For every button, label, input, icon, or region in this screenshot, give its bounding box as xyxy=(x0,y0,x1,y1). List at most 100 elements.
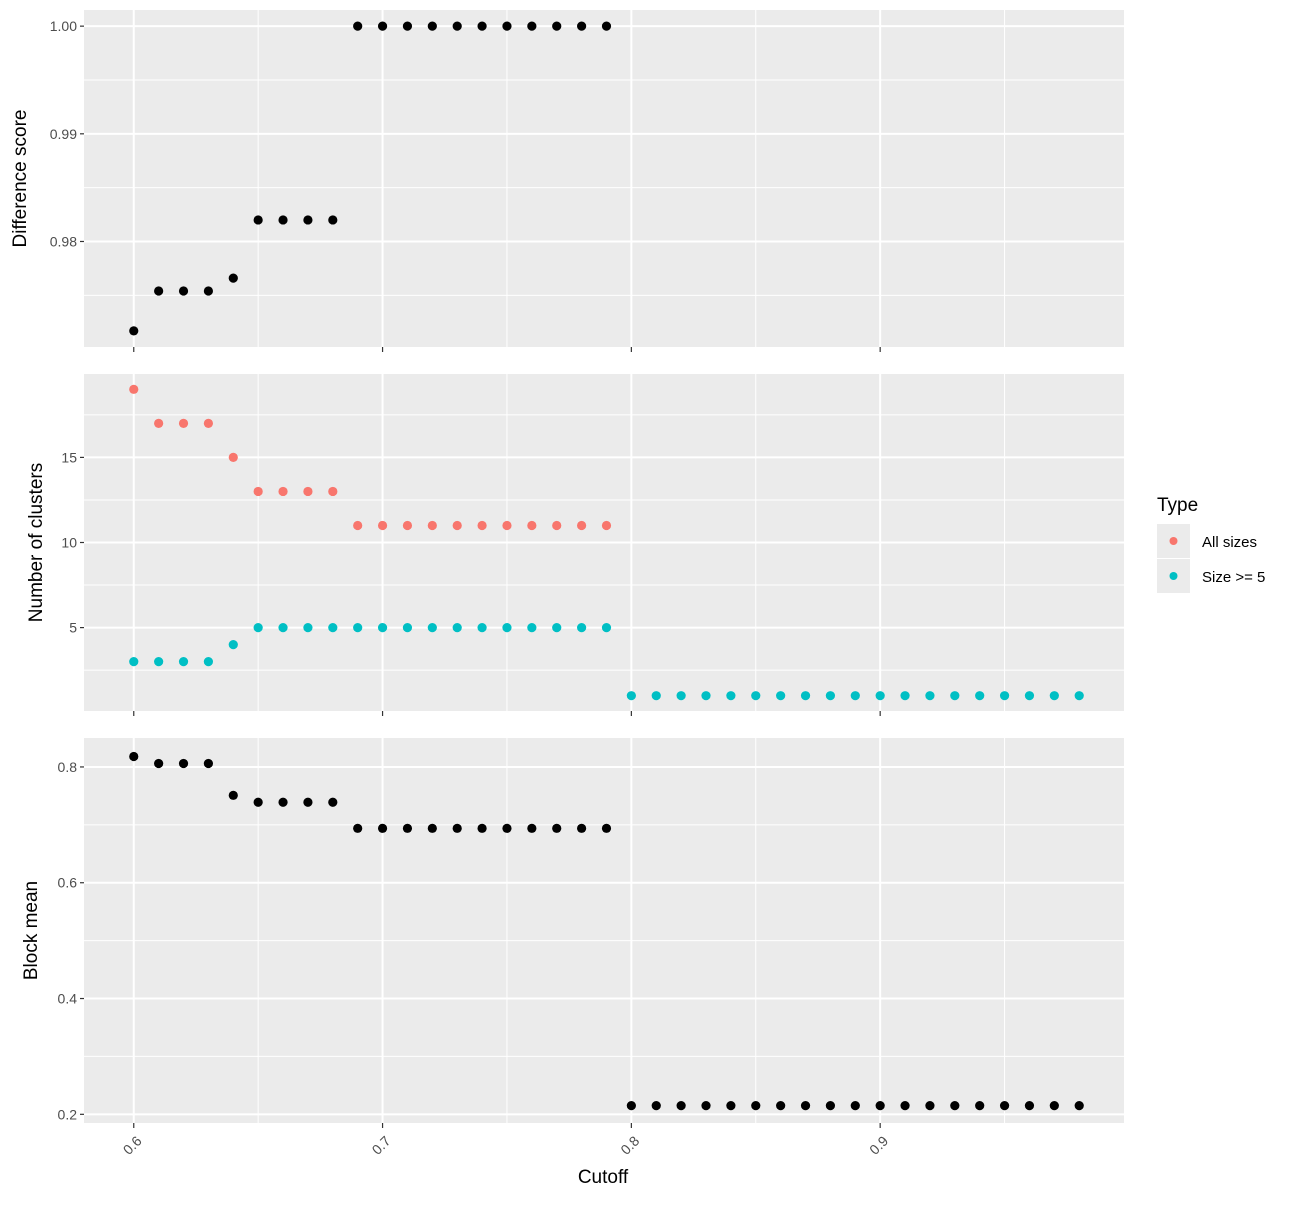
data-point xyxy=(328,486,338,497)
data-point xyxy=(353,520,363,531)
data-point xyxy=(477,823,487,833)
data-point xyxy=(477,520,487,531)
data-point xyxy=(377,823,388,833)
panel-background xyxy=(84,738,1124,1123)
data-point xyxy=(253,623,263,633)
data-point xyxy=(452,623,462,633)
data-point xyxy=(253,797,263,807)
legend-title: Type xyxy=(1157,495,1198,516)
x-tick-label: 0.8 xyxy=(617,1133,642,1158)
data-point xyxy=(701,1101,711,1111)
data-point xyxy=(1074,1101,1084,1111)
data-point xyxy=(527,21,537,31)
data-point xyxy=(950,1101,960,1111)
data-point xyxy=(676,1101,686,1111)
legend-label-size-ge-5: Size >= 5 xyxy=(1202,569,1265,586)
data-point xyxy=(278,486,288,497)
data-point xyxy=(303,486,313,497)
data-point xyxy=(353,823,363,833)
data-point xyxy=(452,21,462,31)
x-tick-label: 0.9 xyxy=(866,1133,891,1158)
data-point xyxy=(353,623,363,633)
data-point xyxy=(427,520,437,531)
data-point xyxy=(626,1101,636,1111)
data-point xyxy=(402,623,413,633)
data-point xyxy=(925,691,935,701)
data-point xyxy=(278,215,288,225)
legend: Type All sizes Size >= 5 xyxy=(1157,495,1265,593)
data-point xyxy=(427,623,437,633)
data-point xyxy=(651,691,661,701)
data-point xyxy=(427,21,437,31)
data-point xyxy=(154,657,164,667)
data-point xyxy=(999,1101,1010,1111)
data-point xyxy=(527,823,537,833)
data-point xyxy=(1074,691,1084,701)
series-all-sizes xyxy=(129,384,612,531)
data-point xyxy=(228,273,238,283)
panels: 1.00 0.99 0.98 Difference score 15 10 5 Number … xyxy=(10,10,1124,1158)
data-point xyxy=(577,520,587,531)
data-point xyxy=(203,657,214,667)
data-point xyxy=(800,691,811,701)
data-point xyxy=(452,823,462,833)
data-point xyxy=(178,418,189,428)
data-point xyxy=(328,797,338,807)
y-axis-title: Number of clusters xyxy=(26,463,47,622)
data-point xyxy=(452,520,462,531)
legend-label-all-sizes: All sizes xyxy=(1202,534,1257,551)
panel-2: 15 10 5 Number of clusters xyxy=(26,374,1124,716)
y-tick-label: 15 xyxy=(61,449,77,465)
data-point xyxy=(502,21,512,31)
data-point xyxy=(875,691,885,701)
data-point xyxy=(975,1101,985,1111)
data-point xyxy=(328,215,338,225)
data-point xyxy=(154,758,164,769)
data-point xyxy=(477,623,487,633)
data-point xyxy=(377,520,388,531)
data-point xyxy=(477,21,487,31)
data-point xyxy=(601,623,612,633)
data-point xyxy=(577,823,587,833)
data-point xyxy=(527,623,537,633)
data-point xyxy=(502,623,512,633)
data-point xyxy=(1024,1101,1035,1111)
data-point xyxy=(751,691,761,701)
data-point xyxy=(303,797,313,807)
data-point xyxy=(253,215,263,225)
data-point xyxy=(527,520,537,531)
x-axis-title: Cutoff xyxy=(578,1167,629,1188)
data-point xyxy=(552,520,562,531)
data-point xyxy=(776,691,786,701)
data-point xyxy=(552,623,562,633)
data-point xyxy=(154,286,164,296)
data-point xyxy=(850,691,860,701)
data-point xyxy=(850,1101,860,1111)
data-point xyxy=(800,1101,811,1111)
y-tick-label: 0.2 xyxy=(58,1106,78,1122)
data-point xyxy=(975,691,985,701)
data-point xyxy=(303,623,313,633)
legend-marker-size-ge-5 xyxy=(1169,572,1178,580)
y-tick-label: 0.6 xyxy=(58,875,78,891)
y-tick-label: 10 xyxy=(61,535,77,551)
data-point xyxy=(228,640,238,650)
legend-marker-all-sizes xyxy=(1169,537,1178,545)
y-tick-label: 0.8 xyxy=(58,759,78,775)
data-point xyxy=(601,21,612,31)
data-point xyxy=(228,452,238,462)
data-point xyxy=(925,1101,935,1111)
data-point xyxy=(552,823,562,833)
data-point xyxy=(253,486,263,497)
data-point xyxy=(601,520,612,531)
data-point xyxy=(552,21,562,31)
data-point xyxy=(999,691,1010,701)
data-point xyxy=(726,1101,736,1111)
panel-1: 1.00 0.99 0.98 Difference score xyxy=(10,10,1124,352)
data-point xyxy=(751,1101,761,1111)
series-size-5 xyxy=(129,623,1084,701)
x-tick-label: 0.7 xyxy=(369,1133,394,1158)
data-point xyxy=(402,823,413,833)
